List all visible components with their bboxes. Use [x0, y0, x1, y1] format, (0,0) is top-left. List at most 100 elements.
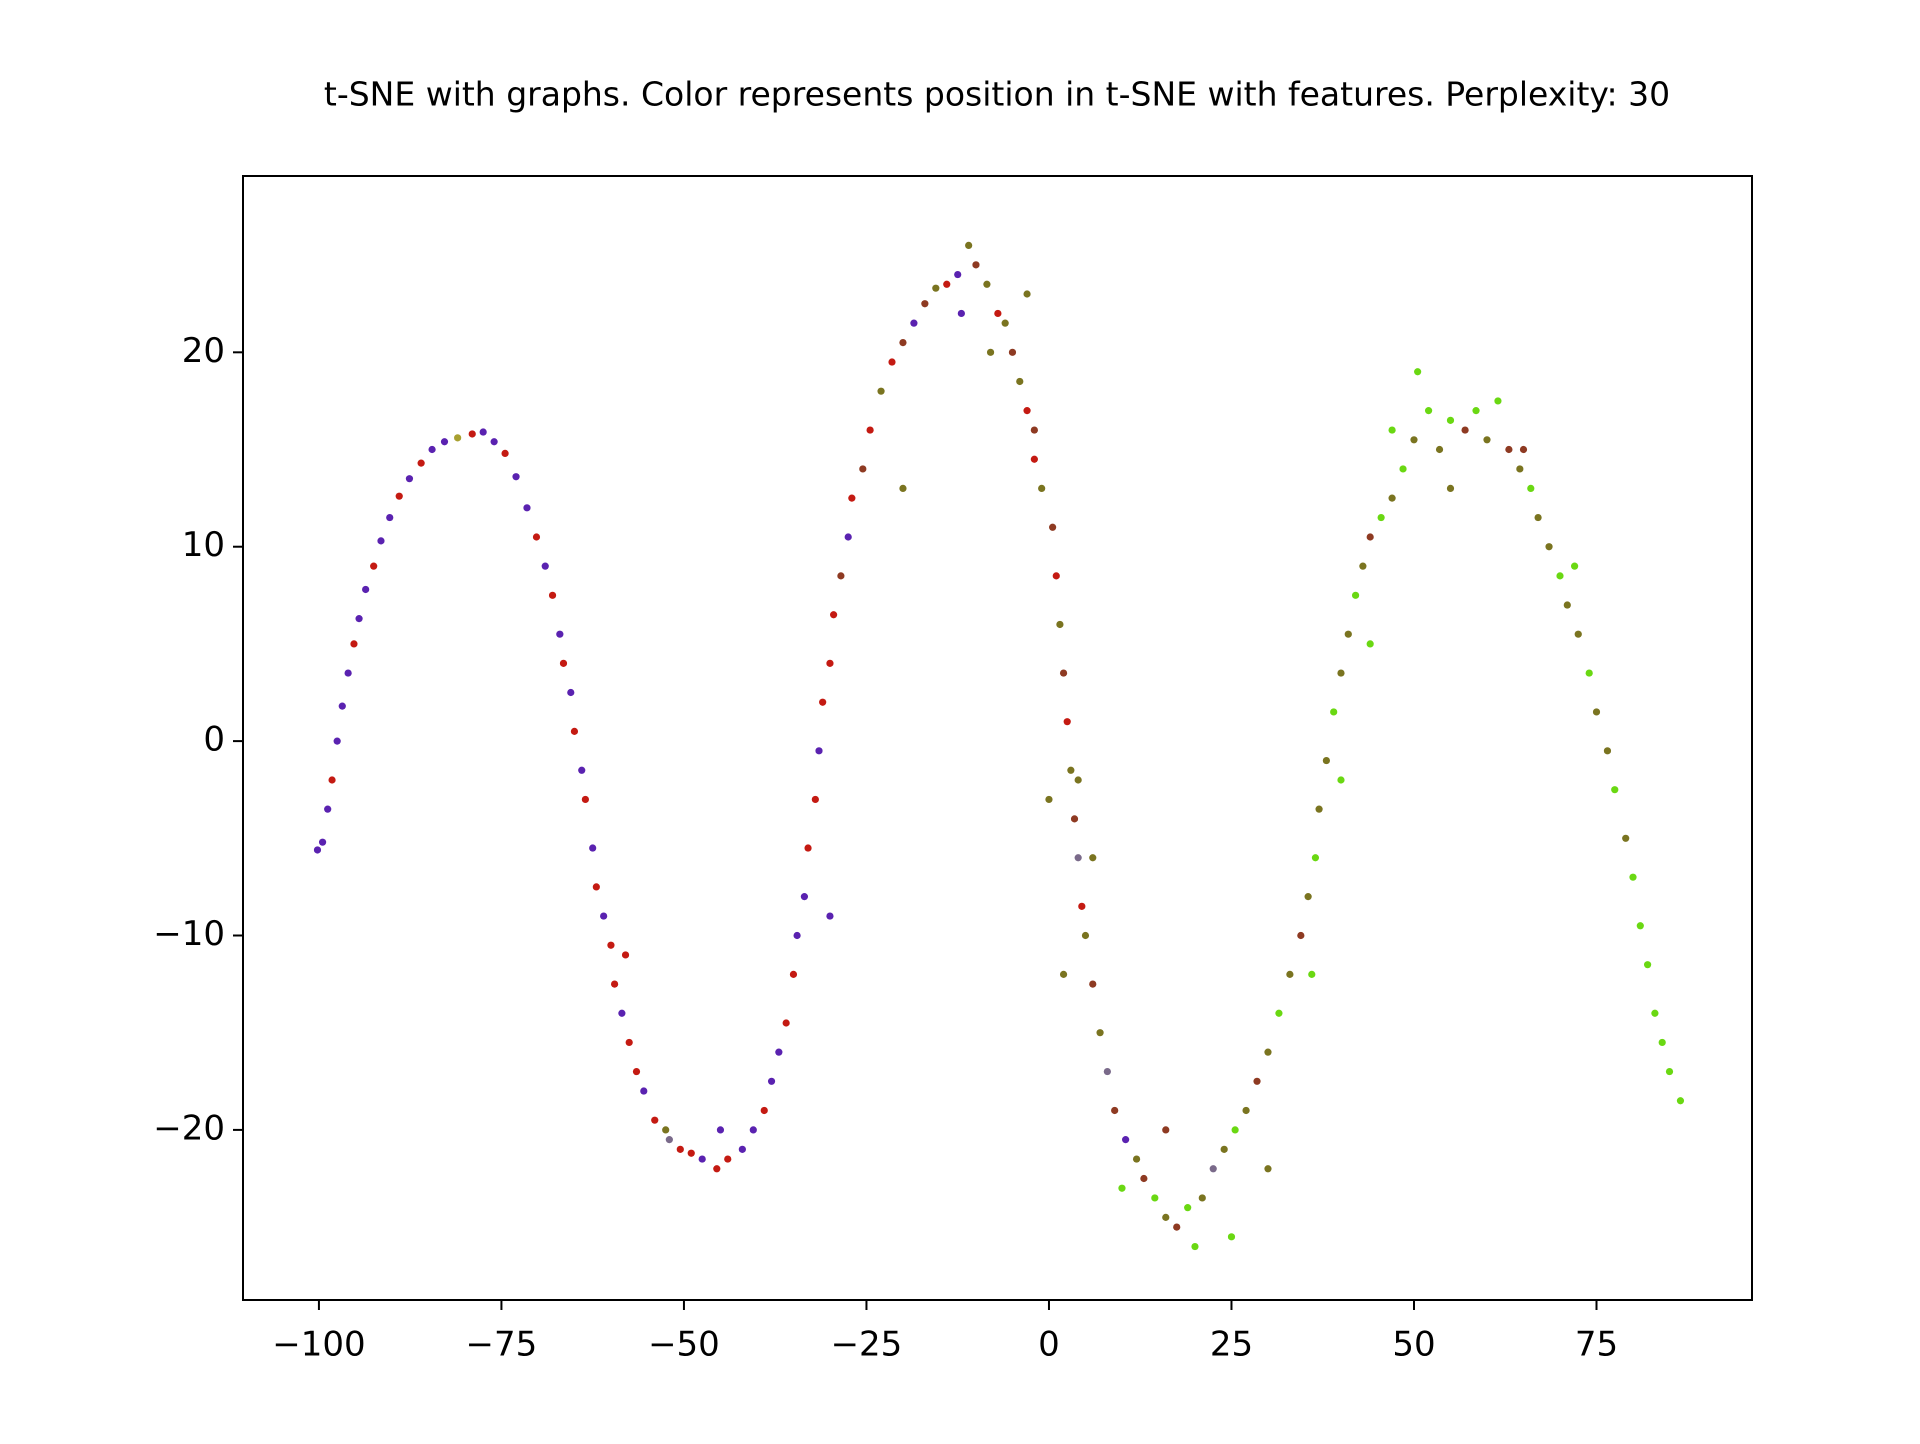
point [738, 1145, 746, 1153]
point [1118, 1184, 1126, 1192]
point [1227, 1233, 1236, 1241]
point [789, 970, 798, 978]
point [826, 912, 834, 920]
point [1337, 776, 1345, 784]
point [1220, 1145, 1228, 1153]
point [1173, 1223, 1181, 1231]
point [1658, 1038, 1666, 1047]
x-tick-label: 0 [1038, 1325, 1060, 1365]
point [318, 838, 327, 846]
point [1622, 834, 1630, 842]
point [983, 280, 991, 288]
point [1644, 961, 1652, 969]
point [1111, 1106, 1119, 1115]
y-tick-label: 10 [182, 525, 225, 565]
point [1461, 426, 1469, 434]
point [468, 430, 476, 438]
point [804, 844, 812, 852]
point [830, 611, 838, 619]
x-tick-label: −50 [648, 1325, 720, 1365]
point [405, 475, 414, 483]
point [570, 727, 579, 735]
point [793, 931, 801, 940]
point [1399, 465, 1407, 473]
point [1089, 980, 1097, 988]
x-tick-label: −75 [466, 1325, 538, 1365]
point [954, 270, 962, 279]
point [676, 1145, 684, 1153]
point [1140, 1174, 1148, 1183]
point [1198, 1194, 1206, 1202]
point [581, 795, 589, 804]
point [324, 805, 332, 813]
point [1311, 854, 1320, 862]
x-tick-label: 25 [1210, 1325, 1253, 1365]
point [932, 284, 940, 292]
point [1556, 572, 1564, 580]
point [1308, 970, 1316, 978]
point [567, 688, 575, 697]
point [1472, 407, 1480, 415]
point [1162, 1213, 1170, 1221]
point [1253, 1077, 1261, 1085]
point [501, 449, 509, 458]
point [1030, 455, 1038, 463]
point [1366, 640, 1374, 648]
point [1446, 484, 1455, 492]
point [1049, 523, 1057, 531]
point [1519, 445, 1528, 454]
point [1074, 854, 1082, 862]
point [1388, 426, 1396, 434]
point [1516, 465, 1524, 473]
point [1330, 708, 1338, 716]
point [1359, 562, 1367, 570]
point [1001, 319, 1009, 327]
point [1435, 445, 1444, 454]
point [1629, 873, 1637, 881]
point [1008, 348, 1017, 356]
point [589, 844, 597, 852]
point [1505, 445, 1513, 454]
point [1414, 368, 1422, 376]
point [610, 980, 619, 988]
point [957, 309, 965, 318]
point [910, 319, 918, 327]
point [1297, 931, 1305, 940]
point [1191, 1242, 1199, 1251]
point [698, 1155, 706, 1163]
point [440, 438, 449, 446]
point [1592, 708, 1601, 716]
point [1366, 533, 1374, 541]
point [1446, 416, 1455, 424]
point [1209, 1165, 1217, 1173]
point [782, 1019, 790, 1027]
point [625, 1038, 633, 1047]
point [1377, 513, 1385, 522]
point [1585, 669, 1593, 677]
point [965, 241, 973, 249]
y-tick-label: −10 [153, 914, 225, 954]
point [1052, 572, 1060, 580]
point [651, 1116, 659, 1124]
point [1103, 1067, 1111, 1076]
point [811, 795, 819, 804]
point [767, 1077, 776, 1085]
point [899, 338, 907, 347]
x-tick-label: −100 [272, 1325, 365, 1365]
point [1410, 436, 1418, 444]
point [370, 562, 378, 570]
point [523, 504, 531, 512]
point [512, 473, 520, 481]
point [1078, 902, 1086, 910]
point [1483, 436, 1491, 444]
point [749, 1126, 757, 1134]
point [877, 387, 885, 395]
point [1242, 1106, 1250, 1115]
point [800, 893, 809, 901]
point [1388, 494, 1396, 502]
y-tick-label: 20 [182, 331, 225, 371]
point [1534, 513, 1542, 522]
point [532, 533, 541, 541]
